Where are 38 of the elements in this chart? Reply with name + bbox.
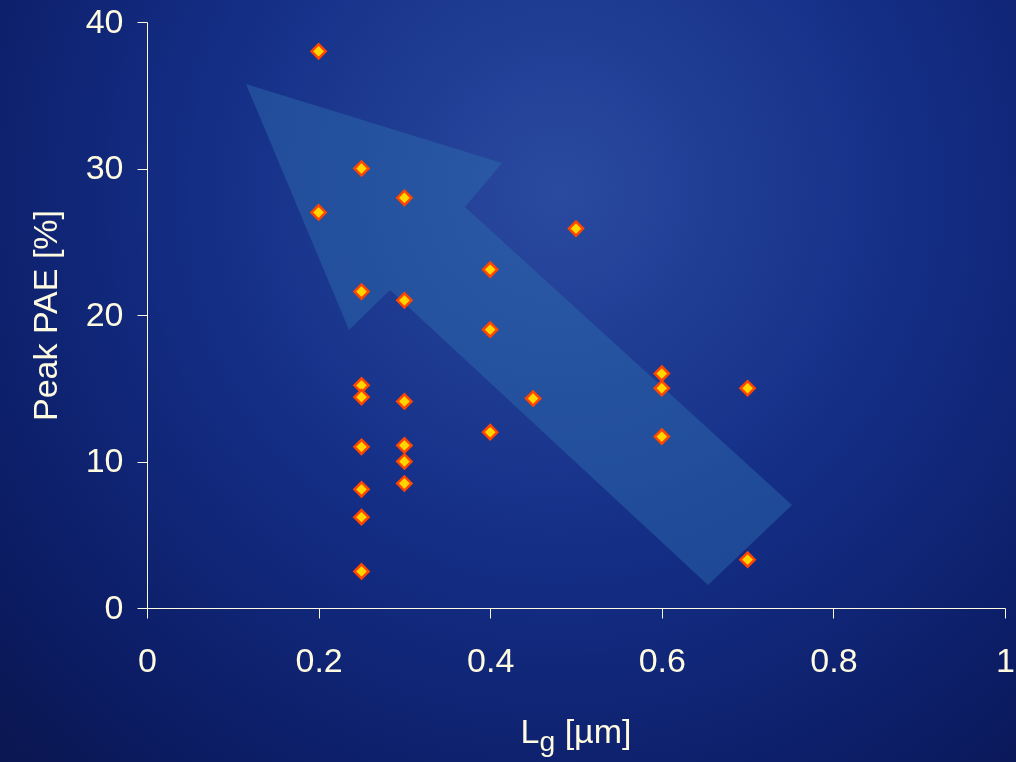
point	[353, 563, 370, 580]
point	[396, 437, 413, 454]
point	[310, 42, 327, 60]
x-tick-label: 0	[138, 640, 157, 679]
point	[524, 390, 542, 407]
point	[653, 379, 671, 397]
point	[481, 321, 499, 338]
point	[396, 189, 413, 207]
point	[396, 292, 413, 309]
point	[481, 423, 499, 441]
x-tick-label: 1	[996, 640, 1015, 679]
point	[353, 481, 370, 498]
point	[653, 428, 671, 445]
point	[353, 160, 370, 177]
point	[396, 475, 413, 492]
point	[396, 453, 413, 470]
x-axis-title: L$_{g}$ [µm]	[519, 712, 633, 758]
point	[353, 388, 370, 406]
point	[739, 551, 756, 568]
y-tick-label: 0	[104, 587, 124, 626]
y-axis-title: Peak PAE [%]	[25, 209, 64, 422]
y-tick-label: 40	[85, 1, 124, 40]
point	[310, 204, 327, 221]
x-tick-label: 0.8	[810, 640, 858, 679]
x-tick-label: 0.6	[638, 640, 686, 679]
point	[353, 283, 370, 300]
point	[481, 261, 499, 278]
y-tick-label: 30	[85, 148, 124, 186]
point	[353, 508, 370, 526]
x-tick-label: 0.4	[467, 640, 515, 679]
point	[739, 379, 756, 397]
y-tick-label: 20	[85, 294, 124, 333]
point	[396, 393, 413, 410]
point	[653, 365, 671, 382]
y-tick-label: 10	[85, 441, 124, 479]
x-tick-label: 0.2	[295, 640, 343, 679]
point	[567, 220, 585, 237]
point	[353, 438, 370, 456]
